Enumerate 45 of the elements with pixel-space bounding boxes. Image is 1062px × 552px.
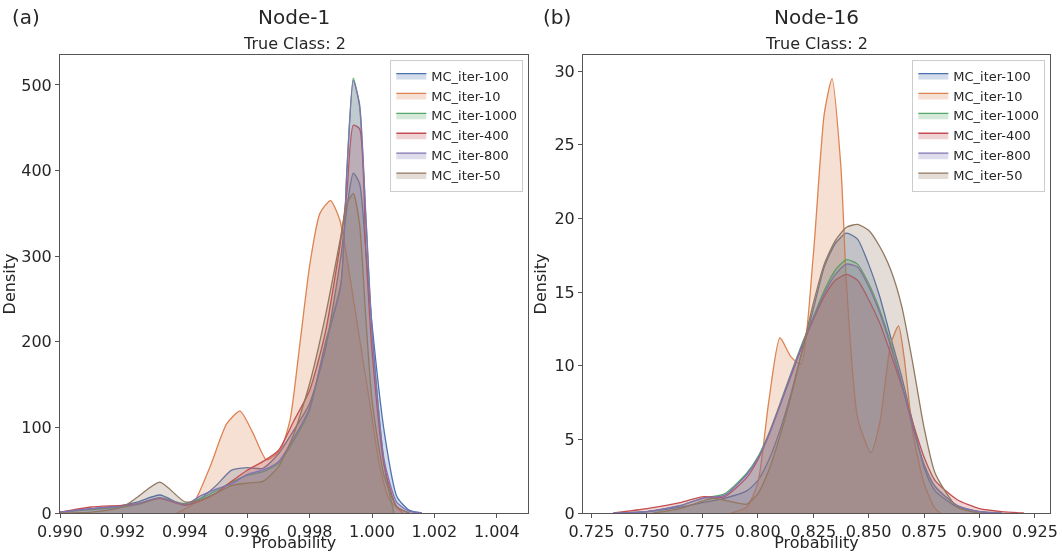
y-tick-label: 15 [554, 282, 575, 302]
y-tick-label: 200 [21, 332, 52, 352]
legend-label: MC_iter-400 [431, 128, 509, 144]
x-tick-label: 0.925 [1012, 522, 1058, 542]
x-tick-label: 0.725 [568, 522, 615, 542]
y-tick-label: 100 [21, 417, 52, 437]
chart-subtitle: True Class: 2 [243, 34, 346, 53]
legend-label: MC_iter-10 [431, 88, 501, 104]
chart-subtitle: True Class: 2 [765, 34, 868, 53]
legend-label: MC_iter-10 [953, 88, 1023, 104]
legend-label: MC_iter-50 [431, 168, 501, 184]
chart-title: Node-16 [774, 5, 859, 29]
x-tick-label: 0.992 [99, 522, 146, 542]
x-tick-label: 0.900 [956, 522, 1003, 542]
y-tick-label: 0 [41, 503, 52, 523]
y-axis-title: Density [0, 253, 19, 315]
x-tick-label: 1.002 [411, 522, 458, 542]
x-tick-label: 0.990 [37, 522, 83, 542]
legend-label: MC_iter-400 [953, 128, 1031, 144]
legend-label: MC_iter-800 [953, 148, 1031, 164]
y-tick-label: 5 [564, 429, 575, 449]
y-tick-label: 25 [554, 135, 575, 155]
legend-label: MC_iter-50 [953, 168, 1023, 184]
y-tick-label: 10 [554, 356, 575, 376]
legend-label: MC_iter-1000 [953, 108, 1040, 124]
text: (b) [543, 5, 572, 29]
y-tick-label: 500 [21, 75, 52, 95]
x-tick-label: 1.004 [473, 522, 520, 542]
legend-label: MC_iter-100 [431, 68, 509, 84]
y-tick-label: 30 [554, 61, 575, 81]
y-tick-label: 300 [21, 246, 52, 266]
x-tick-label: 0.750 [623, 522, 670, 542]
legend-label: MC_iter-100 [953, 68, 1031, 84]
x-tick-label: 1.000 [349, 522, 395, 542]
legend-label: MC_iter-800 [431, 148, 509, 164]
legend-label: MC_iter-1000 [431, 108, 518, 124]
x-tick-label: 0.875 [901, 522, 947, 542]
y-tick-label: 400 [21, 161, 52, 181]
x-tick-label: 0.994 [161, 522, 208, 542]
chart-title: Node-1 [258, 5, 331, 29]
y-tick-label: 0 [564, 503, 575, 523]
x-tick-label: 0.775 [679, 522, 726, 542]
y-tick-label: 20 [554, 209, 575, 229]
y-axis-title: Density [531, 253, 550, 315]
text: (a) [12, 5, 40, 29]
